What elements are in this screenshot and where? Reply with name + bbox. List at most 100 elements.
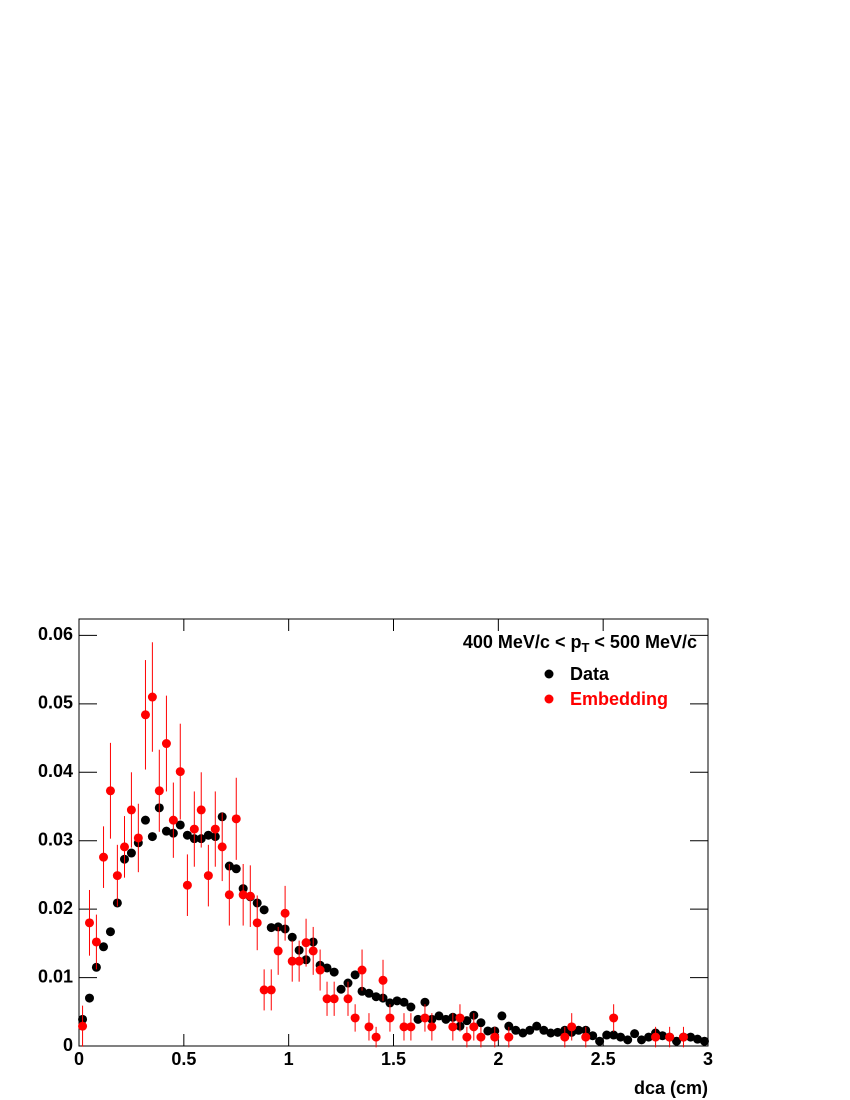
data-point [182, 830, 192, 840]
data-point [203, 830, 213, 840]
data-point [259, 905, 269, 915]
legend-label: Embedding [570, 689, 668, 709]
data-point [532, 1021, 542, 1031]
data-point [420, 997, 430, 1007]
data-point [133, 833, 143, 843]
data-point [119, 842, 129, 852]
data-point [525, 1025, 535, 1035]
data-point [99, 852, 109, 862]
y-tick-label: 0.02 [38, 898, 73, 918]
data-point [224, 890, 234, 900]
y-tick-label: 0.04 [38, 761, 73, 781]
x-tick-label: 0.5 [171, 1049, 196, 1069]
data-point [147, 692, 157, 702]
data-point [140, 710, 150, 720]
data-point [203, 871, 213, 881]
data-point [210, 824, 220, 834]
data-point [287, 956, 297, 966]
x-tick-label: 2.5 [591, 1049, 616, 1069]
data-point [686, 1032, 696, 1042]
y-tick-label: 0.06 [38, 624, 73, 644]
data-point [91, 937, 101, 947]
data-point [595, 1036, 605, 1046]
data-point [322, 963, 332, 973]
data-point [378, 975, 388, 985]
data-point [189, 824, 199, 834]
data-point [560, 1032, 570, 1042]
data-point [644, 1032, 654, 1042]
y-tick-label: 0 [63, 1035, 73, 1055]
x-tick-label: 1.5 [381, 1049, 406, 1069]
data-point [266, 985, 276, 995]
data-point [112, 871, 122, 881]
data-point [231, 814, 241, 824]
data-point [616, 1032, 626, 1042]
data-point [371, 992, 381, 1002]
data-point [504, 1032, 514, 1042]
annotation-text: < 500 MeV/c [589, 632, 697, 652]
data-point [266, 923, 276, 933]
data-point [678, 1032, 688, 1042]
data-point [238, 890, 248, 900]
data-point [175, 767, 185, 777]
data-point [273, 946, 283, 956]
annotation-text: 400 MeV/c < p [463, 632, 582, 652]
data-point [609, 1013, 619, 1023]
data-point [294, 956, 304, 966]
data-point [364, 1022, 374, 1032]
data-point [406, 1002, 416, 1012]
data-point [448, 1022, 458, 1032]
data-point [630, 1029, 640, 1039]
data-point [504, 1021, 514, 1031]
data-point [511, 1025, 521, 1035]
data-point [350, 1013, 360, 1023]
data-point [99, 942, 109, 952]
data-point [168, 815, 178, 825]
x-tick-label: 2 [493, 1049, 503, 1069]
data-point [392, 996, 402, 1006]
data-point [441, 1014, 451, 1024]
data-point [553, 1027, 563, 1037]
data-point [175, 820, 185, 830]
x-tick-label: 0 [74, 1049, 84, 1069]
y-tick-label: 0.01 [38, 966, 73, 986]
data-point [406, 1022, 416, 1032]
data-point [154, 786, 164, 796]
data-point [315, 965, 325, 975]
data-point [371, 1032, 381, 1042]
data-point [322, 994, 332, 1004]
data-point [280, 908, 290, 918]
data-point [357, 986, 367, 996]
data-point [182, 880, 192, 890]
data-point [231, 864, 241, 874]
data-point [84, 918, 94, 928]
data-point [343, 994, 353, 1004]
data-point [259, 985, 269, 995]
data-point [329, 994, 339, 1004]
data-point [574, 1025, 584, 1035]
data-point [420, 1013, 430, 1023]
data-point [147, 832, 157, 842]
data-point [399, 1022, 409, 1032]
data-point [588, 1031, 598, 1041]
data-point [699, 1036, 709, 1046]
data-point [350, 970, 360, 980]
annotation: 400 MeV/c < pT < 500 MeV/c [463, 632, 697, 656]
data-point [462, 1032, 472, 1042]
data-point [287, 932, 297, 942]
data-point [357, 965, 367, 975]
data-point [518, 1028, 528, 1038]
data-point [161, 739, 171, 749]
data-point [462, 1016, 472, 1026]
annotation-subscript: T [581, 640, 589, 655]
data-point [469, 1022, 479, 1032]
data-point [602, 1030, 612, 1040]
data-point [196, 805, 206, 815]
data-point [539, 1025, 549, 1035]
data-point [581, 1032, 591, 1042]
data-point [161, 826, 171, 836]
data-point [455, 1013, 465, 1023]
data-point [126, 805, 136, 815]
data-point [434, 1011, 444, 1021]
